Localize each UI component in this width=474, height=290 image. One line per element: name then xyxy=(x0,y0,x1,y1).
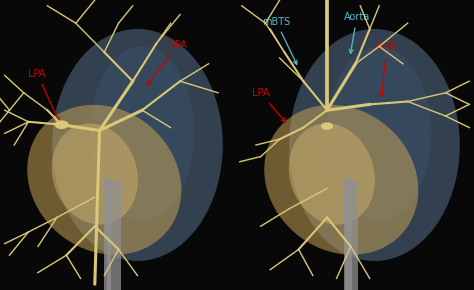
Ellipse shape xyxy=(264,105,419,255)
Text: LPA: LPA xyxy=(28,69,59,121)
Ellipse shape xyxy=(52,29,223,261)
Polygon shape xyxy=(237,0,474,290)
Polygon shape xyxy=(344,180,358,290)
Ellipse shape xyxy=(289,29,460,261)
Text: RPA: RPA xyxy=(377,42,396,97)
Polygon shape xyxy=(107,180,121,290)
Ellipse shape xyxy=(327,46,431,220)
Circle shape xyxy=(55,120,69,129)
Text: mBTS: mBTS xyxy=(262,17,297,64)
Text: RPA: RPA xyxy=(147,40,187,85)
Circle shape xyxy=(321,122,333,130)
Text: LPA: LPA xyxy=(252,88,285,122)
Polygon shape xyxy=(0,0,237,290)
Ellipse shape xyxy=(27,105,182,255)
Ellipse shape xyxy=(90,46,194,220)
Ellipse shape xyxy=(289,123,375,225)
Text: Aorta: Aorta xyxy=(344,12,370,53)
Ellipse shape xyxy=(52,123,138,225)
